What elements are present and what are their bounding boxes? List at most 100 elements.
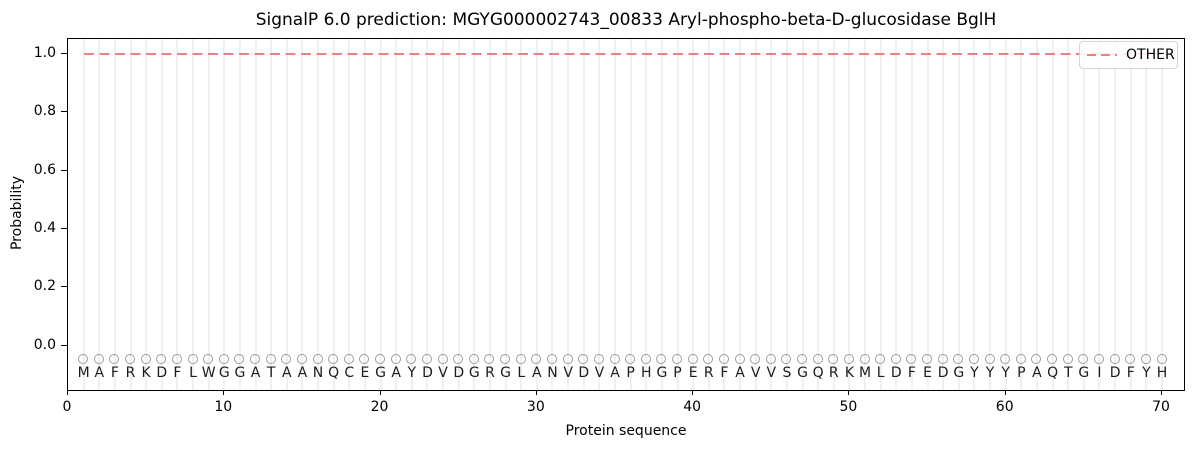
x-tick-label: 50	[839, 399, 858, 415]
residue-letter: Q	[328, 365, 340, 382]
residue-gridline	[1161, 39, 1163, 390]
residue-marker-circle	[656, 353, 667, 365]
x-tick-mark	[692, 390, 694, 395]
residue-gridline	[395, 39, 398, 390]
residue-letter: V	[750, 365, 761, 382]
x-tick-label: 0	[62, 399, 72, 415]
residue-marker-circle	[1140, 353, 1151, 365]
residue-gridline	[410, 39, 413, 390]
residue-gridline	[1114, 39, 1117, 390]
residue-gridline	[301, 39, 304, 390]
residue-gridline	[942, 39, 945, 390]
residue-marker-circle	[140, 353, 151, 365]
residue-marker-circle	[171, 353, 182, 365]
residue-letter: F	[1126, 365, 1135, 382]
residue-gridline	[332, 39, 335, 390]
residue-marker-circle	[1000, 353, 1011, 365]
residue-gridline	[1129, 39, 1132, 390]
residue-letter: E	[923, 365, 932, 382]
residue-letter: G	[797, 365, 808, 382]
residue-gridline	[707, 39, 710, 390]
residue-gridline	[1035, 39, 1038, 390]
residue-gridline	[113, 39, 116, 390]
y-tick-mark	[61, 111, 67, 113]
residue-letter: K	[141, 365, 151, 382]
residue-marker-circle	[265, 353, 276, 365]
y-tick-label: 0.2	[33, 278, 56, 295]
residue-letter: G	[500, 365, 512, 382]
residue-marker-circle	[453, 353, 464, 365]
residue-letter: S	[782, 365, 792, 382]
legend: OTHER	[1079, 41, 1178, 69]
residue-gridline	[363, 39, 366, 390]
residue-letter: A	[282, 365, 292, 382]
x-tick-mark	[223, 390, 225, 395]
residue-gridline	[692, 39, 695, 390]
residue-letter: P	[1017, 365, 1026, 382]
residue-marker-circle	[546, 353, 557, 365]
y-tick-mark	[61, 286, 67, 288]
other-probability-line	[83, 52, 1162, 55]
residue-letter: M	[77, 365, 90, 382]
residue-marker-circle	[234, 353, 245, 365]
residue-marker-circle	[672, 353, 682, 365]
y-tick-mark	[61, 52, 67, 54]
x-axis-label: Protein sequence	[565, 423, 687, 439]
residue-letter: D	[156, 365, 168, 382]
residue-letter: Y	[1001, 365, 1010, 382]
residue-marker-circle	[1015, 353, 1026, 365]
residue-gridline	[1020, 39, 1023, 390]
residue-marker-circle	[1078, 353, 1089, 365]
residue-gridline	[614, 39, 616, 390]
residue-letter: D	[578, 365, 590, 382]
residue-gridline	[317, 39, 320, 390]
residue-marker-circle	[687, 353, 698, 365]
residue-letter: D	[422, 365, 433, 382]
residue-gridline	[504, 39, 507, 390]
residue-gridline	[238, 39, 241, 390]
residue-letter: E	[688, 365, 698, 382]
residue-letter: G	[375, 365, 386, 382]
residue-marker-circle	[500, 353, 511, 365]
residue-letter: V	[766, 365, 777, 382]
residue-letter: F	[720, 365, 729, 382]
residue-gridline	[176, 39, 179, 390]
residue-gridline	[535, 39, 538, 390]
residue-gridline	[192, 39, 195, 390]
y-tick-mark	[61, 344, 67, 346]
residue-marker-circle	[1062, 353, 1073, 365]
residue-marker-circle	[281, 353, 292, 365]
legend-label: OTHER	[1126, 47, 1175, 63]
residue-gridline	[1145, 39, 1148, 390]
residue-marker-circle	[1093, 353, 1104, 365]
residue-letter: C	[344, 365, 355, 382]
residue-gridline	[1067, 39, 1070, 390]
y-tick-mark	[61, 228, 67, 230]
residue-gridline	[801, 39, 804, 390]
residue-marker-circle	[296, 353, 307, 365]
residue-gridline	[520, 39, 523, 390]
residue-letter: R	[828, 365, 839, 382]
residue-letter: F	[173, 365, 182, 382]
residue-letter: L	[189, 365, 197, 382]
residue-marker-circle	[734, 353, 745, 365]
residue-marker-circle	[187, 353, 198, 365]
legend-dashed-line-sample	[1087, 54, 1117, 56]
residue-gridline	[910, 39, 913, 390]
residue-marker-circle	[875, 353, 886, 365]
residue-gridline	[426, 39, 429, 390]
residue-letter: A	[1032, 365, 1042, 382]
residue-gridline	[348, 39, 351, 390]
residue-gridline	[598, 39, 601, 390]
residue-letter: T	[1063, 365, 1073, 382]
y-tick-label: 0.8	[33, 103, 56, 120]
residue-letter: T	[266, 365, 276, 382]
residue-letter: P	[673, 365, 682, 382]
residue-gridline	[879, 39, 882, 390]
residue-gridline	[957, 39, 960, 390]
residue-letter: D	[1109, 365, 1121, 382]
residue-marker-circle	[797, 353, 808, 365]
residue-marker-circle	[718, 353, 729, 365]
